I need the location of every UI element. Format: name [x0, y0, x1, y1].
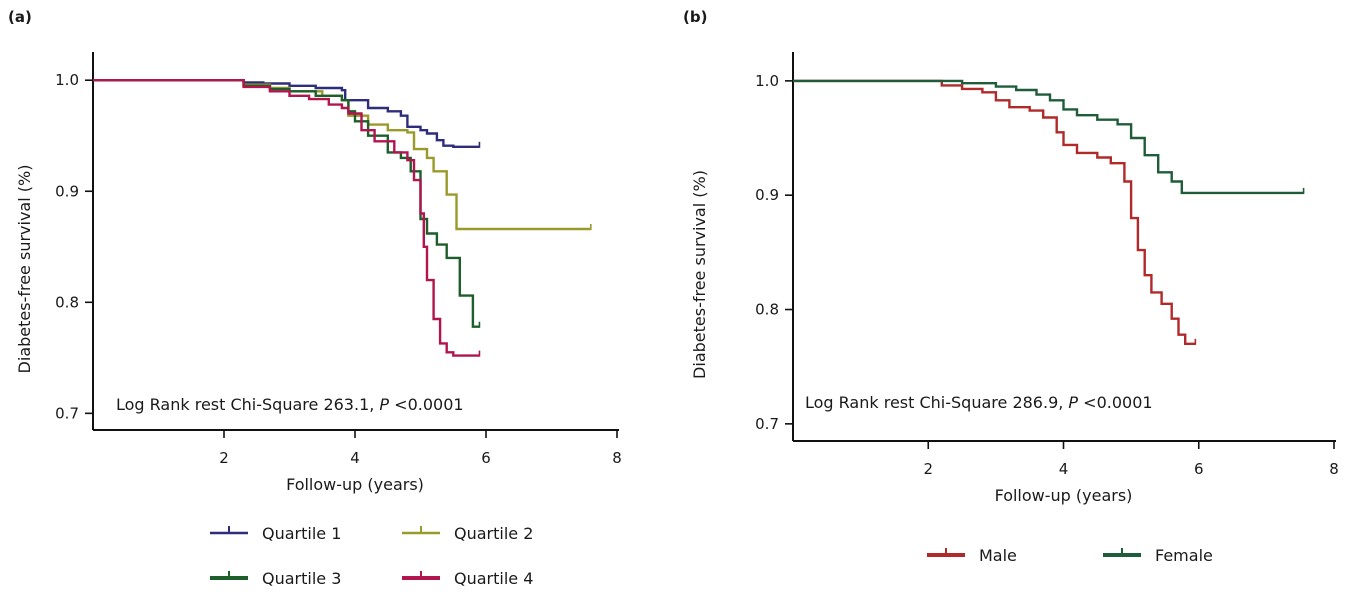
- y-tick-label: 1.0: [55, 71, 79, 89]
- y-tick-label: 0.8: [755, 301, 779, 319]
- x-tick-label: 6: [1194, 460, 1204, 478]
- panel-label: (a): [8, 8, 32, 26]
- y-tick-label: 0.9: [55, 182, 79, 200]
- legend-label: Quartile 4: [454, 569, 533, 588]
- legend-label: Female: [1155, 546, 1213, 565]
- series-line: [93, 79, 480, 357]
- y-axis-title: Diabetes-free survival (%): [15, 165, 34, 374]
- x-tick-label: 4: [1059, 460, 1069, 478]
- y-axis-title: Diabetes-free survival (%): [690, 170, 709, 379]
- y-tick-label: 0.8: [55, 293, 79, 311]
- log-rank-annotation: Log Rank rest Chi-Square 286.9, P <0.000…: [805, 393, 1153, 412]
- legend-label: Quartile 2: [454, 524, 533, 543]
- y-tick-label: 0.9: [755, 186, 779, 204]
- log-rank-annotation: Log Rank rest Chi-Square 263.1, P <0.000…: [116, 395, 464, 414]
- series-line: [93, 79, 480, 328]
- x-tick-label: 2: [219, 449, 229, 467]
- panel-label: (b): [683, 8, 708, 26]
- legend-label: Male: [979, 546, 1017, 565]
- survival-chart-sex: 2 4 6 8 0.7 0.8 0.9 1.0 Follow-up (years) Diabete…: [690, 52, 1339, 565]
- series-line: [93, 79, 591, 231]
- legend-label: Quartile 3: [262, 569, 341, 588]
- x-tick-label: 8: [1329, 460, 1339, 478]
- chart-panel-b: (b) 2 4 6 8 0.7 0.8 0.9 1.0 Follow-up (years) Dia…: [675, 0, 1349, 592]
- chart-panel-a: (a) 2 4 6 8 0.7 0.8 0.9 1.0 Follow-up (years) Dia…: [8, 8, 622, 588]
- x-tick-label: 2: [923, 460, 933, 478]
- x-axis-title: Follow-up (years): [286, 475, 424, 494]
- x-axis-title: Follow-up (years): [995, 486, 1133, 505]
- x-tick-label: 6: [481, 449, 491, 467]
- survival-chart-quartiles: 2 4 6 8 0.7 0.8 0.9 1.0 Follow-up (years) Diabete…: [15, 52, 622, 588]
- series-line: [793, 79, 1196, 345]
- series-line: [93, 79, 480, 148]
- series-line: [793, 79, 1304, 195]
- y-tick-label: 1.0: [755, 72, 779, 90]
- y-tick-label: 0.7: [55, 404, 79, 422]
- x-tick-label: 8: [612, 449, 622, 467]
- legend-label: Quartile 1: [262, 524, 341, 543]
- y-tick-label: 0.7: [755, 415, 779, 433]
- x-tick-label: 4: [350, 449, 360, 467]
